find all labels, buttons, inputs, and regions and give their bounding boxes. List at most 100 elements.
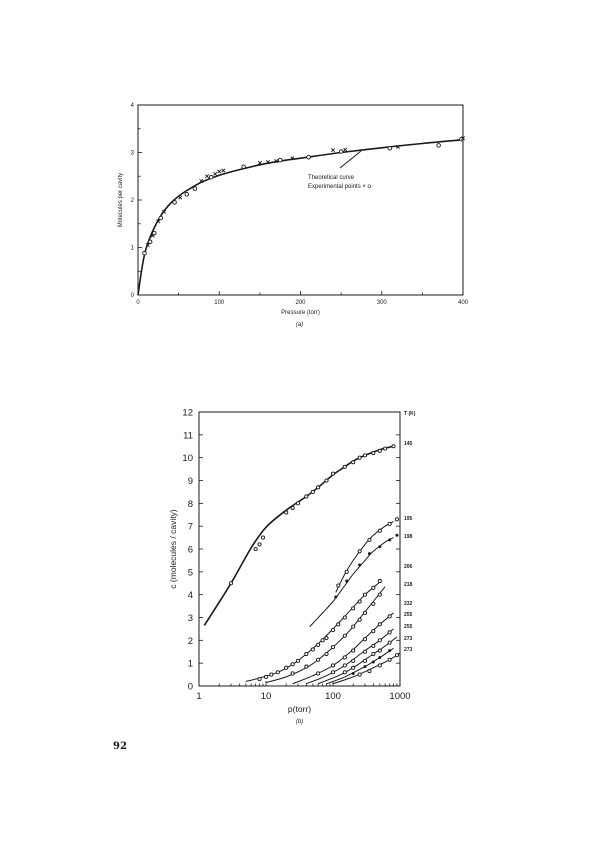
data-point-circle [371, 601, 376, 606]
data-point-circle [362, 592, 368, 597]
data-point-circle [172, 200, 177, 205]
data-point-circle [295, 501, 301, 506]
data-point-circle [351, 648, 356, 653]
y-tick-label: 0 [131, 293, 135, 299]
data-point-circle [330, 663, 336, 668]
data-point-cross [460, 136, 466, 141]
isotherm-line-218 [265, 586, 386, 684]
x-axis-label: Pressure (torr) [281, 310, 320, 316]
data-point-circle [330, 471, 336, 476]
y-tick-label: 12 [182, 408, 193, 419]
data-point-filled [378, 545, 382, 549]
y-tick-label: 6 [188, 545, 193, 556]
data-point-circle [371, 629, 376, 634]
data-point-circle [387, 614, 392, 619]
data-point-circle [241, 164, 246, 169]
data-point-circle [316, 671, 321, 676]
data-point-circle [342, 633, 347, 638]
data-point-circle [263, 674, 269, 679]
data-point-cross [205, 174, 210, 179]
x-tick-label: 200 [295, 300, 306, 306]
data-point-cross [156, 219, 161, 224]
data-point-circle [330, 670, 336, 675]
data-point-circle [275, 670, 280, 675]
data-point-circle [320, 638, 325, 643]
legend-experimental: Experimental points × o [308, 184, 372, 190]
x-axis-label: p(torr) [288, 704, 311, 714]
data-point-circle [330, 628, 336, 633]
data-point-circle [362, 658, 368, 663]
data-point-circle [342, 670, 347, 675]
data-point-circle [357, 599, 362, 604]
data-point-circle [310, 489, 315, 494]
y-tick-label: 10 [182, 453, 193, 464]
y-tick-label: 1 [188, 659, 193, 670]
data-point-circle [391, 444, 396, 449]
data-point-circle [316, 485, 321, 490]
data-point-circle [290, 505, 295, 510]
data-point-circle [367, 669, 372, 674]
temperature-label: 255 [404, 624, 413, 630]
y-tick-label: 3 [131, 151, 135, 157]
data-point-filled [395, 533, 399, 537]
data-point-circle [362, 610, 368, 615]
data-point-circle [310, 647, 315, 652]
data-point-circle [284, 665, 289, 670]
data-point-cross [178, 195, 183, 200]
data-point-circle [371, 451, 376, 456]
y-tick-label: 0 [188, 682, 193, 693]
y-tick-label: 4 [131, 103, 135, 109]
data-point-circle [290, 671, 295, 676]
data-point-filled [334, 595, 338, 599]
data-point-filled [345, 579, 349, 583]
data-point-cross [395, 144, 401, 149]
data-point-cross [213, 171, 218, 176]
data-point-circle [257, 677, 262, 682]
data-point-circle [304, 651, 309, 657]
data-point-circle [257, 542, 262, 547]
caption-a: (a) [296, 322, 303, 328]
y-tick-label: 5 [188, 567, 193, 578]
isotherm-line-195 [335, 521, 394, 593]
data-point-circle [330, 645, 336, 650]
data-point-circle [362, 453, 368, 458]
data-point-cross [330, 148, 336, 153]
data-point-circle [357, 617, 362, 622]
data-point-circle [324, 478, 329, 483]
data-point-circle [394, 653, 399, 658]
data-point-circle [357, 549, 362, 554]
data-point-circle [357, 672, 362, 677]
isotherm-line-273 [332, 652, 401, 685]
data-point-circle [324, 636, 329, 641]
y-tick-label: 4 [188, 590, 193, 601]
data-point-filled [388, 649, 392, 653]
y-axis-label: Molecules per cavity [118, 173, 124, 227]
data-point-circle [362, 637, 368, 642]
data-point-circle [351, 624, 356, 629]
isotherm-line-198 [309, 537, 394, 627]
data-point-circle [377, 622, 382, 627]
y-tick-label: 11 [183, 430, 193, 441]
data-point-circle [184, 192, 189, 197]
data-point-circle [377, 448, 382, 453]
temperature-label: 195 [404, 516, 413, 522]
data-point-circle [142, 250, 147, 256]
data-point-circle [253, 546, 258, 552]
y-axis-label: c (molecules / cavity) [168, 509, 178, 589]
x-tick-label: 100 [325, 691, 341, 702]
data-point-circle [277, 157, 283, 163]
data-point-circle [336, 622, 341, 627]
data-point-circle [387, 145, 393, 151]
temperature-label: 206 [404, 564, 413, 570]
data-point-cross [274, 159, 279, 164]
legend-leader-line [339, 150, 362, 169]
data-point-filled [388, 538, 392, 542]
data-point-circle [192, 186, 198, 191]
data-point-cross [290, 156, 295, 161]
data-point-circle [208, 174, 214, 180]
data-point-circle [344, 569, 349, 574]
data-point-circle [377, 648, 382, 653]
data-point-circle [387, 630, 392, 635]
